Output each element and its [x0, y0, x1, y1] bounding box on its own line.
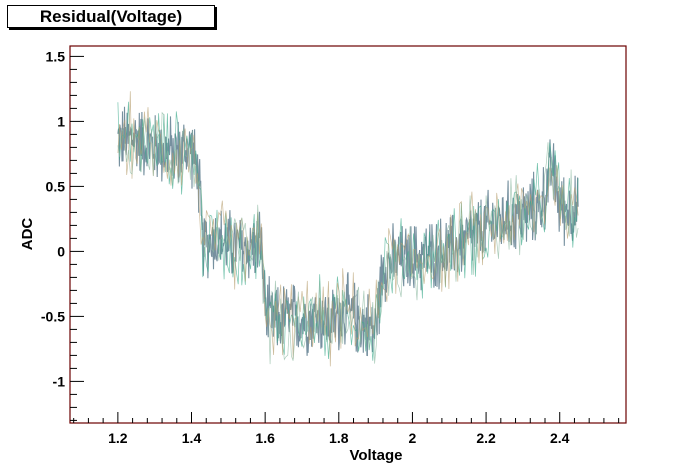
y-tick-label: -1 [53, 373, 66, 389]
x-tick-label: 1.8 [329, 430, 349, 446]
residual-overlay-line [117, 111, 579, 365]
residual-series-line [117, 106, 579, 357]
series-layer [117, 91, 579, 367]
x-tick-label: 1.6 [255, 430, 275, 446]
x-axis-title: Voltage [349, 447, 402, 464]
y-tick-label: 1 [57, 113, 65, 129]
residual-overlay-line [117, 91, 579, 367]
x-tick-label: 2.4 [550, 430, 570, 446]
chart-title: Residual(Voltage) [7, 5, 215, 28]
y-tick-label: 0 [57, 243, 65, 259]
x-tick-label: 2.2 [476, 430, 496, 446]
plot-area [69, 45, 627, 424]
y-tick-label: 0.5 [46, 178, 66, 194]
y-tick-label: 1.5 [46, 48, 66, 64]
y-axis-title: ADC [19, 218, 36, 251]
x-tick-label: 2 [409, 430, 417, 446]
residual-overlay-line [117, 101, 579, 361]
y-tick-label: -0.5 [41, 308, 65, 324]
x-tick-label: 1.4 [182, 430, 202, 446]
x-tick-label: 1.2 [108, 430, 128, 446]
axis-layer: 1.2 1.4 1.6 1.8 2 2.2 2.4 -1 -0.5 0 0.5 1 1.5 [41, 48, 620, 446]
